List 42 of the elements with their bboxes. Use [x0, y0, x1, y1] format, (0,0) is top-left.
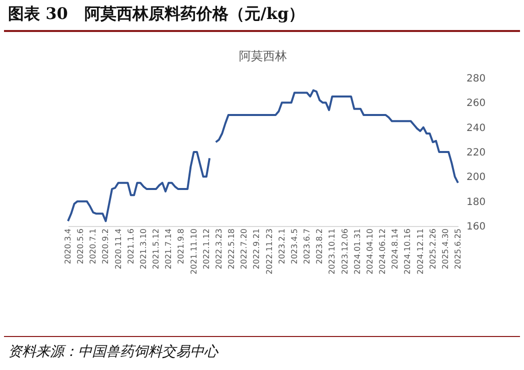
x-tick-label: 2024.06.12 [378, 228, 388, 274]
x-tick-label: 2021.5.12 [152, 228, 161, 270]
x-tick-label: 2021.3.10 [138, 228, 148, 270]
x-tick-label: 2022.9.21 [252, 228, 262, 270]
y-tick-label: 220 [466, 148, 486, 158]
x-tick-label: 2020.9.2 [101, 228, 110, 264]
x-tick-label: 2023.8.2 [315, 228, 324, 264]
x-tick-label: 2020.5.6 [76, 228, 86, 264]
x-tick-label: 2024.04.10 [365, 228, 374, 274]
x-tick-label: 2022.3.23 [214, 228, 224, 270]
x-tick-label: 2023.12.06 [340, 228, 350, 274]
x-tick-label: 2025.6.25 [454, 228, 462, 270]
y-tick-label: 240 [466, 122, 486, 134]
x-tick-label: 2021.11.10 [189, 228, 198, 274]
y-tick-label: 180 [466, 196, 486, 208]
x-tick-label: 2022.7.20 [240, 228, 249, 270]
y-tick-label: 260 [466, 98, 486, 110]
x-tick-label: 2024.01.31 [352, 228, 362, 274]
x-tick-label: 2024.12.11 [416, 228, 425, 274]
chart-subtitle: 阿莫西林 [239, 49, 287, 63]
x-tick-label: 2021.1.6 [126, 228, 136, 264]
x-tick-label: 2022.1.12 [202, 228, 211, 270]
chart-title: 图表 30 阿莫西林原料药价格（元/kg） [8, 4, 305, 25]
x-tick-label: 2022.11.23 [264, 228, 274, 274]
x-tick-label: 2025.2.26 [428, 228, 438, 270]
x-tick-label: 2021.9.8 [176, 228, 186, 264]
x-tick-label: 2020.3.4 [64, 228, 72, 264]
x-tick-label: 2020.7.1 [88, 228, 98, 264]
x-tick-label: 2023.6.7 [302, 228, 312, 264]
x-tick-label: 2024.10.16 [403, 228, 412, 274]
x-tick-label: 2021.7.14 [164, 228, 174, 270]
x-tick-label: 2024.8.14 [390, 228, 400, 270]
x-tick-label: 2025.4.30 [440, 228, 450, 270]
y-tick-label: 200 [466, 172, 486, 184]
x-tick-label: 2023.4.5 [290, 228, 299, 264]
text: 资料来源：中国兽药饲料交易中心 [8, 343, 218, 361]
x-tick-label: 2022.5.18 [227, 228, 236, 270]
y-tick-label: 280 [466, 74, 486, 84]
x-tick-label: 2020.11.4 [114, 228, 123, 270]
x-tick-label: 2023.2.1 [277, 228, 286, 264]
x-tick-label: 2023.10.11 [328, 228, 337, 274]
y-tick-label: 160 [466, 222, 486, 232]
